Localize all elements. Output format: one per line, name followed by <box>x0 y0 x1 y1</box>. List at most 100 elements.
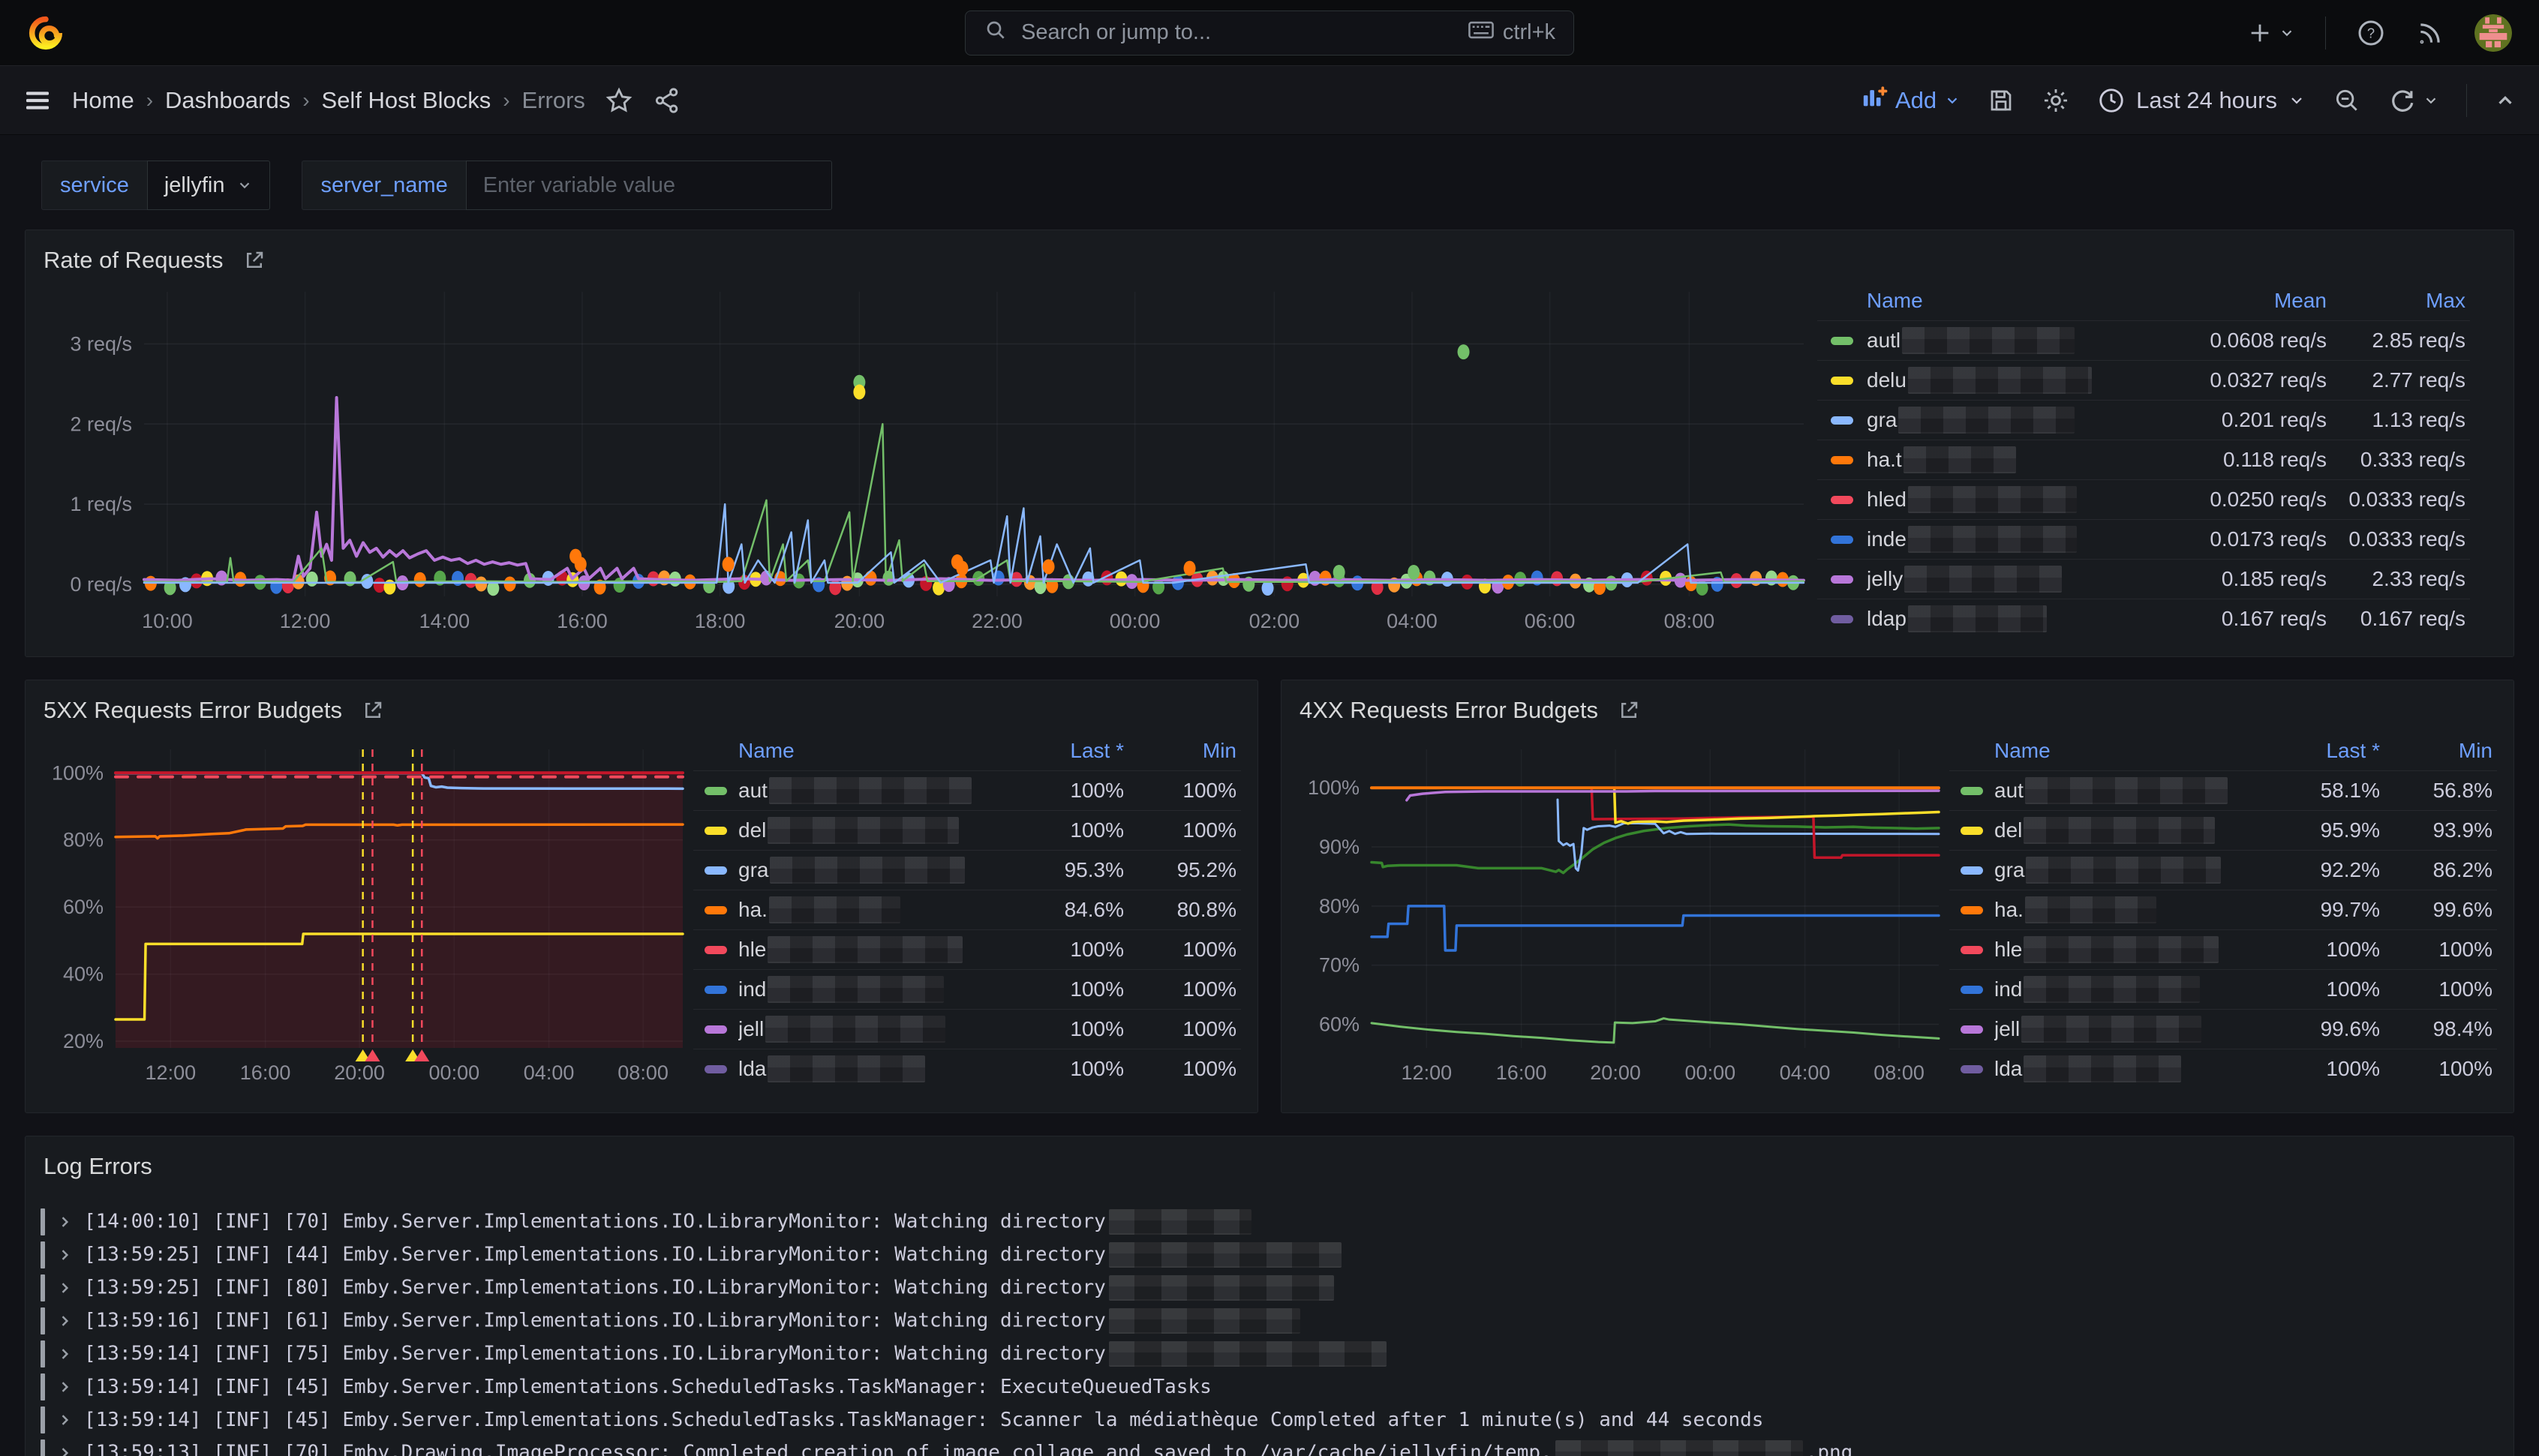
series-name[interactable]: aut <box>738 777 993 804</box>
series-color-swatch[interactable] <box>1961 945 1983 954</box>
dashboard-settings-gear-icon[interactable] <box>2042 86 2070 115</box>
time-range-picker[interactable]: Last 24 hours <box>2097 86 2306 115</box>
legend-row[interactable]: gra 95.3% 95.2% <box>693 850 1241 890</box>
news-rss-icon[interactable] <box>2416 19 2444 47</box>
variable-service-select[interactable]: jellyfin <box>146 161 271 210</box>
series-color-swatch[interactable] <box>705 985 727 994</box>
series-name[interactable]: aut <box>1994 777 2249 804</box>
legend-header-col1[interactable]: Mean <box>2273 289 2327 312</box>
log-row[interactable]: [13:59:14] [INF] [45] Emby.Server.Implem… <box>41 1370 2513 1403</box>
series-name[interactable]: jell <box>738 1016 993 1043</box>
legend-row[interactable]: ldap 0.167 req/s 0.167 req/s <box>1817 599 2470 638</box>
external-link-icon[interactable] <box>362 699 384 722</box>
series-name[interactable]: hled <box>1867 486 2159 513</box>
series-color-swatch[interactable] <box>1961 1025 1983 1034</box>
legend-row[interactable]: jelly 0.185 req/s 2.33 req/s <box>1817 559 2470 599</box>
legend-row[interactable]: hle 100% 100% <box>1949 929 2497 969</box>
series-color-swatch[interactable] <box>705 1064 727 1073</box>
legend-row[interactable]: ind 100% 100% <box>1949 969 2497 1009</box>
refresh-button[interactable] <box>2388 86 2439 115</box>
legend-row[interactable]: hle 100% 100% <box>693 929 1241 969</box>
save-dashboard-icon[interactable] <box>1988 87 2015 114</box>
series-color-swatch[interactable] <box>1831 376 1853 385</box>
series-name[interactable]: ind <box>738 976 993 1003</box>
legend-row[interactable]: hled 0.0250 req/s 0.0333 req/s <box>1817 479 2470 519</box>
log-row[interactable]: [13:59:16] [INF] [61] Emby.Server.Implem… <box>41 1304 2513 1337</box>
breadcrumb-item-home[interactable]: Home <box>72 86 134 113</box>
external-link-icon[interactable] <box>1618 699 1640 722</box>
log-expand-chevron-icon[interactable] <box>57 1214 72 1229</box>
series-color-swatch[interactable] <box>1831 455 1853 464</box>
series-color-swatch[interactable] <box>1831 575 1853 584</box>
series-color-swatch[interactable] <box>1961 866 1983 875</box>
series-name[interactable]: del <box>738 817 993 844</box>
log-row[interactable]: [13:59:25] [INF] [44] Emby.Server.Implem… <box>41 1238 2513 1271</box>
legend-row[interactable]: gra 92.2% 86.2% <box>1949 850 2497 890</box>
series-name[interactable]: ind <box>1994 976 2249 1003</box>
series-color-swatch[interactable] <box>705 905 727 914</box>
series-color-swatch[interactable] <box>705 826 727 835</box>
legend-header-name[interactable]: Name <box>1994 739 2051 762</box>
log-row[interactable]: [13:59:14] [INF] [45] Emby.Server.Implem… <box>41 1403 2513 1436</box>
series-name[interactable]: delu <box>1867 367 2159 394</box>
legend-row[interactable]: del 100% 100% <box>693 810 1241 850</box>
series-color-swatch[interactable] <box>705 786 727 795</box>
legend-row[interactable]: del 95.9% 93.9% <box>1949 810 2497 850</box>
legend-row[interactable]: aut 100% 100% <box>693 770 1241 810</box>
legend-row[interactable]: ha. 84.6% 80.8% <box>693 890 1241 929</box>
series-color-swatch[interactable] <box>705 866 727 875</box>
series-name[interactable]: jelly <box>1867 566 2159 593</box>
legend-row[interactable]: ind 100% 100% <box>693 969 1241 1009</box>
series-name[interactable]: hle <box>738 936 993 963</box>
series-name[interactable]: inde <box>1867 526 2159 553</box>
series-name[interactable]: jell <box>1994 1016 2249 1043</box>
log-expand-chevron-icon[interactable] <box>57 1247 72 1262</box>
breadcrumb-item-self-host-blocks[interactable]: Self Host Blocks <box>321 86 491 113</box>
series-name[interactable]: ha. <box>738 896 993 923</box>
log-expand-chevron-icon[interactable] <box>57 1346 72 1361</box>
log-row[interactable]: [14:00:10] [INF] [70] Emby.Server.Implem… <box>41 1205 2513 1238</box>
legend-row[interactable]: autl 0.0608 req/s 2.85 req/s <box>1817 320 2470 360</box>
series-name[interactable]: autl <box>1867 327 2159 354</box>
err5xx-chart[interactable]: 12:00 16:00 20:00 00:00 04:00 08:00 100% 80% 60%… <box>26 730 693 1097</box>
legend-row[interactable]: ha. 99.7% 99.6% <box>1949 890 2497 929</box>
series-color-swatch[interactable] <box>1831 495 1853 504</box>
legend-header-col2[interactable]: Max <box>2426 289 2465 312</box>
external-link-icon[interactable] <box>243 249 266 272</box>
series-color-swatch[interactable] <box>1831 535 1853 544</box>
collapse-toolbar-chevron-up-icon[interactable] <box>2494 89 2516 112</box>
series-name[interactable]: lda <box>738 1055 993 1082</box>
series-name[interactable]: ha. <box>1994 896 2249 923</box>
zoom-out-time-icon[interactable] <box>2333 86 2361 115</box>
legend-header-col2[interactable]: Min <box>1202 739 1236 762</box>
series-color-swatch[interactable] <box>1831 336 1853 345</box>
series-name[interactable]: ldap <box>1867 605 2159 632</box>
grafana-logo-icon[interactable] <box>27 12 66 54</box>
log-expand-chevron-icon[interactable] <box>57 1379 72 1394</box>
favorite-star-icon[interactable] <box>605 86 633 115</box>
legend-row[interactable]: jell 100% 100% <box>693 1009 1241 1049</box>
series-color-swatch[interactable] <box>1961 826 1983 835</box>
legend-row[interactable]: gra 0.201 req/s 1.13 req/s <box>1817 400 2470 440</box>
series-name[interactable]: gra <box>1867 407 2159 434</box>
series-name[interactable]: lda <box>1994 1055 2249 1082</box>
log-expand-chevron-icon[interactable] <box>57 1313 72 1328</box>
add-panel-button[interactable]: Add <box>1861 85 1961 116</box>
new-button[interactable] <box>2247 20 2295 46</box>
legend-header-col2[interactable]: Min <box>2458 739 2492 762</box>
rate-of-requests-chart[interactable]: 10:00 12:00 14:00 16:00 18:00 20:00 22:00 00:00… <box>32 280 1817 640</box>
legend-header-name[interactable]: Name <box>738 739 795 762</box>
legend-header-name[interactable]: Name <box>1867 289 1923 312</box>
series-color-swatch[interactable] <box>1961 905 1983 914</box>
series-color-swatch[interactable] <box>705 945 727 954</box>
log-expand-chevron-icon[interactable] <box>57 1445 72 1456</box>
legend-row[interactable]: ha.t 0.118 req/s 0.333 req/s <box>1817 440 2470 479</box>
legend-row[interactable]: inde 0.0173 req/s 0.0333 req/s <box>1817 519 2470 559</box>
mega-menu-toggle[interactable] <box>23 86 53 116</box>
legend-header-col1[interactable]: Last * <box>2326 739 2380 762</box>
series-name[interactable]: gra <box>1994 857 2249 884</box>
legend-row[interactable]: lda 100% 100% <box>1949 1049 2497 1088</box>
legend-row[interactable]: jell 99.6% 98.4% <box>1949 1009 2497 1049</box>
err4xx-chart[interactable]: 12:00 16:00 20:00 00:00 04:00 08:00 100% 90% 80%… <box>1282 730 1949 1097</box>
series-color-swatch[interactable] <box>1961 1064 1983 1073</box>
